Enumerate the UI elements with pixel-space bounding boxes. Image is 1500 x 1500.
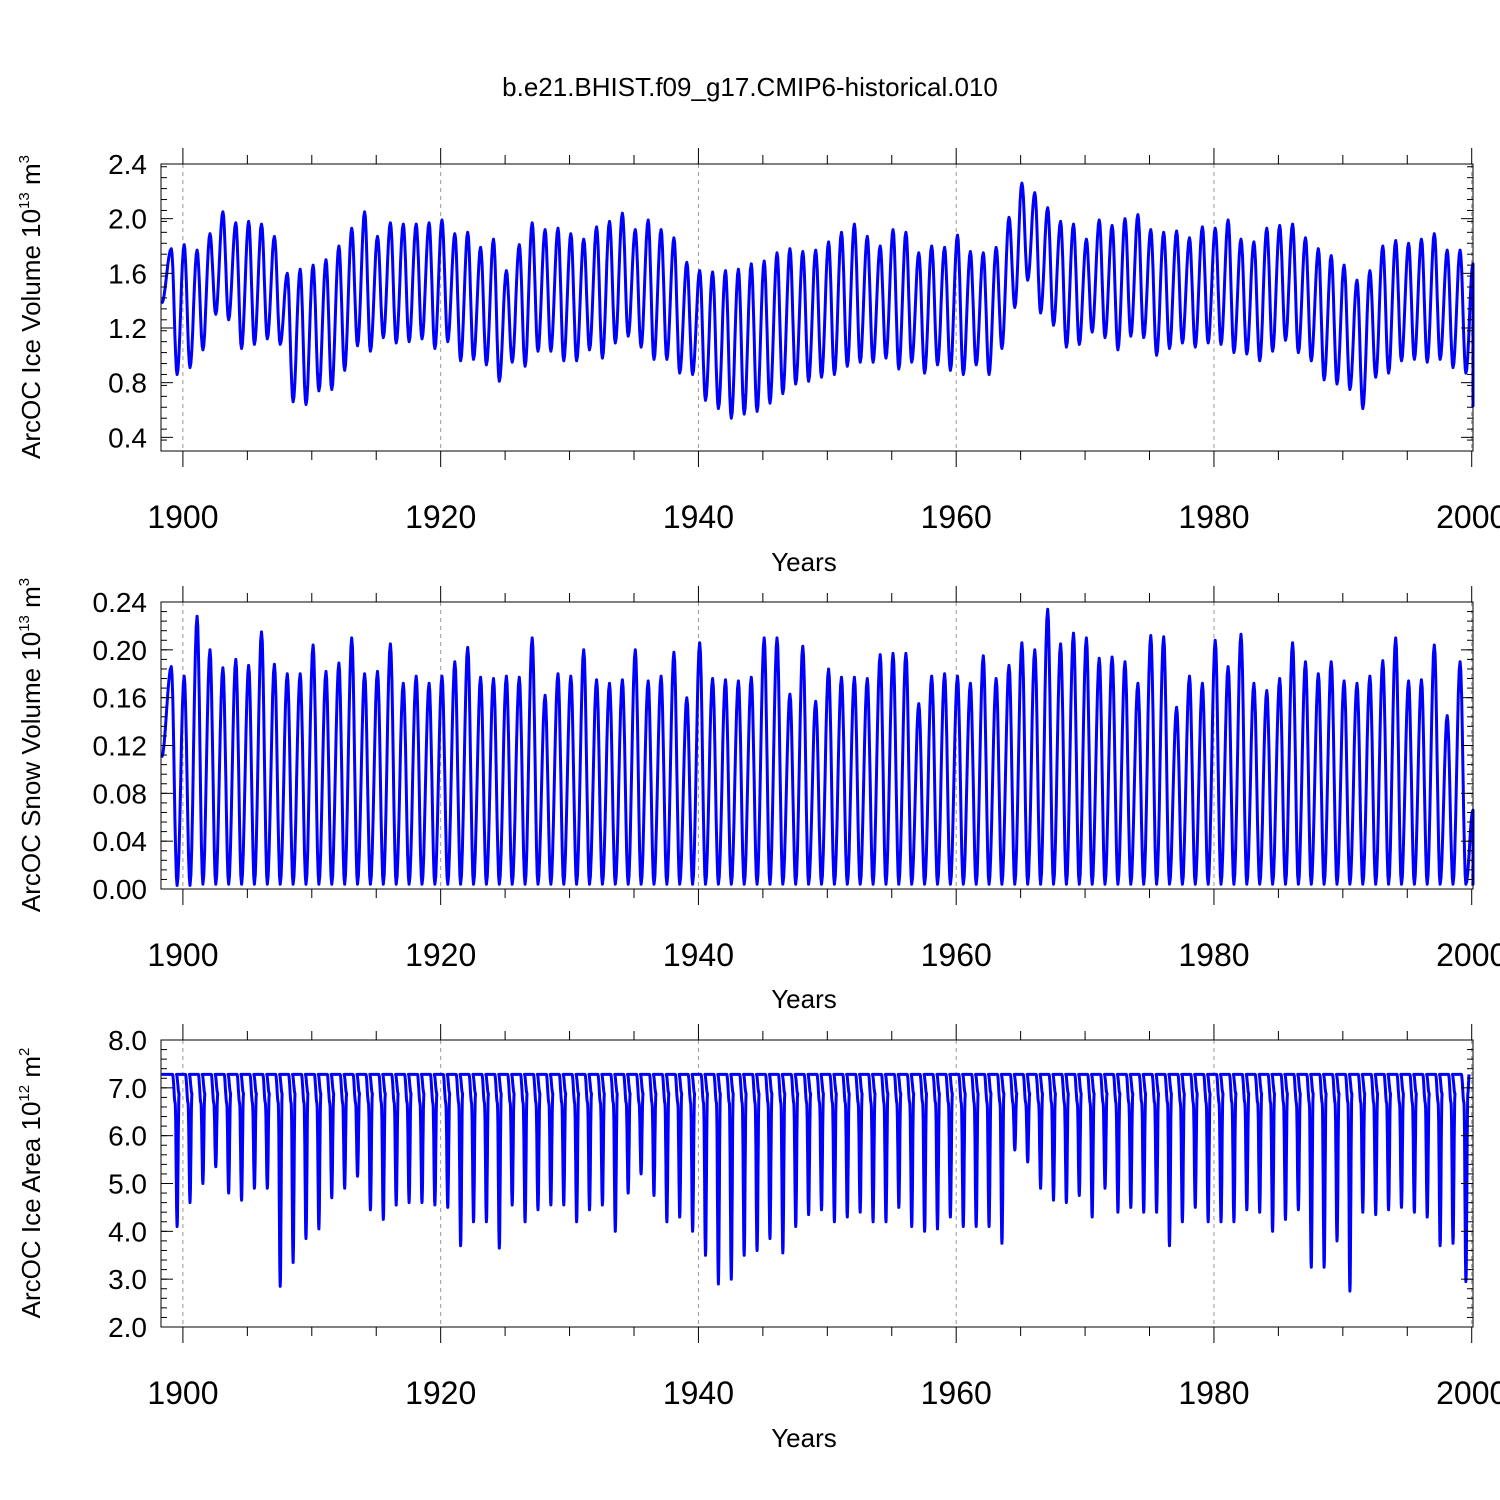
ice-area-panel: ArcOC Ice Area 1012 m2 Years 2.0 3.0 4.0 5.… <box>16 1024 1500 1453</box>
snow-volume-xtick-label-1920: 1920 <box>405 937 476 973</box>
ice-volume-plot-frame <box>160 163 1474 452</box>
ice-area-xtick-label-1980: 1980 <box>1178 1375 1249 1411</box>
snow-volume-ylabel-exp: 13 <box>16 615 33 632</box>
ice-volume-xtick-label-1940: 1940 <box>663 499 734 535</box>
ice-volume-ytick-label: 1.2 <box>108 313 147 344</box>
ice-volume-xtick-label-1980: 1980 <box>1178 499 1249 535</box>
ice-volume-ylabel-unit: m <box>16 163 46 192</box>
snow-volume-ytick-label: 0.20 <box>93 635 148 666</box>
ice-volume-xtick-label-1920: 1920 <box>405 499 476 535</box>
figure-title: b.e21.BHIST.f09_g17.CMIP6-historical.010 <box>502 72 998 102</box>
snow-volume-xtick-label-1900: 1900 <box>147 937 218 973</box>
ice-volume-ytick-label: 2.0 <box>108 204 147 235</box>
snow-volume-ytick-label: 0.08 <box>93 778 148 809</box>
snow-volume-ytick-label: 0.04 <box>93 826 148 857</box>
ice-volume-ylabel-main: ArcOC Ice Volume 10 <box>16 209 46 459</box>
ice-area-xtick-label-1920: 1920 <box>405 1375 476 1411</box>
snow-volume-xtick-label-1980: 1980 <box>1178 937 1249 973</box>
ice-area-ylabel-unit: m <box>16 1056 46 1085</box>
ice-area-ylabel-exp: 12 <box>16 1085 33 1102</box>
snow-volume-y-axis-title: ArcOC Snow Volume 1013 m3 <box>16 578 46 912</box>
ice-area-ytick-label: 8.0 <box>108 1025 147 1056</box>
ice-area-ytick-label: 5.0 <box>108 1169 147 1200</box>
ice-volume-panel: ArcOC Ice Volume 1013 m3 Years 0.4 0.8 1.2… <box>16 148 1500 577</box>
snow-volume-ylabel-main: ArcOC Snow Volume 10 <box>16 632 46 912</box>
ice-area-ytick-label: 6.0 <box>108 1121 147 1152</box>
ice-area-ylabel-unit-exp: 2 <box>16 1048 33 1056</box>
ice-area-ytick-label: 7.0 <box>108 1073 147 1104</box>
ice-area-xtick-label-1960: 1960 <box>921 1375 992 1411</box>
ice-area-y-axis-title: ArcOC Ice Area 1012 m2 <box>16 1048 46 1319</box>
snow-volume-ylabel-unit-exp: 3 <box>16 578 33 586</box>
ice-area-xtick-label-1900: 1900 <box>147 1375 218 1411</box>
ice-volume-ylabel-exp: 13 <box>16 192 33 209</box>
ice-volume-ylabel-unit-exp: 3 <box>16 155 33 163</box>
snow-volume-series-line <box>160 607 1475 887</box>
ice-volume-x-axis-title: Years <box>771 547 837 577</box>
ice-area-xtick-label-1940: 1940 <box>663 1375 734 1411</box>
snow-volume-ytick-label: 0.16 <box>93 683 148 714</box>
snow-volume-ytick-label: 0.12 <box>93 731 148 762</box>
ice-volume-ytick-label: 2.4 <box>108 149 147 180</box>
ice-volume-ytick-label: 1.6 <box>108 258 147 289</box>
ice-volume-xtick-label-2000: 2000 <box>1436 499 1500 535</box>
snow-volume-ylabel-unit: m <box>16 586 46 615</box>
ice-volume-xtick-label-1960: 1960 <box>921 499 992 535</box>
ice-volume-series-line <box>160 181 1475 420</box>
snow-volume-panel: ArcOC Snow Volume 1013 m3 Years 0.00 0.04… <box>16 578 1500 1014</box>
ice-volume-y-axis-title: ArcOC Ice Volume 1013 m3 <box>16 155 46 459</box>
snow-volume-ytick-label: 0.24 <box>93 587 148 618</box>
snow-volume-ytick-label: 0.00 <box>93 874 148 905</box>
ice-volume-ytick-label: 0.4 <box>108 422 147 453</box>
ice-area-ytick-label: 4.0 <box>108 1216 147 1247</box>
snow-volume-xtick-label-1960: 1960 <box>921 937 992 973</box>
ice-area-x-axis-title: Years <box>771 1423 837 1453</box>
ice-volume-ytick-label: 0.8 <box>108 368 147 399</box>
ice-area-ylabel-main: ArcOC Ice Area 10 <box>16 1102 46 1319</box>
snow-volume-xtick-label-2000: 2000 <box>1436 937 1500 973</box>
ice-area-ytick-label: 2.0 <box>108 1312 147 1343</box>
ice-area-ytick-label: 3.0 <box>108 1264 147 1295</box>
ice-area-xtick-label-2000: 2000 <box>1436 1375 1500 1411</box>
ice-area-series-line <box>160 1072 1471 1293</box>
ice-volume-xtick-label-1900: 1900 <box>147 499 218 535</box>
snow-volume-xtick-label-1940: 1940 <box>663 937 734 973</box>
snow-volume-x-axis-title: Years <box>771 984 837 1014</box>
